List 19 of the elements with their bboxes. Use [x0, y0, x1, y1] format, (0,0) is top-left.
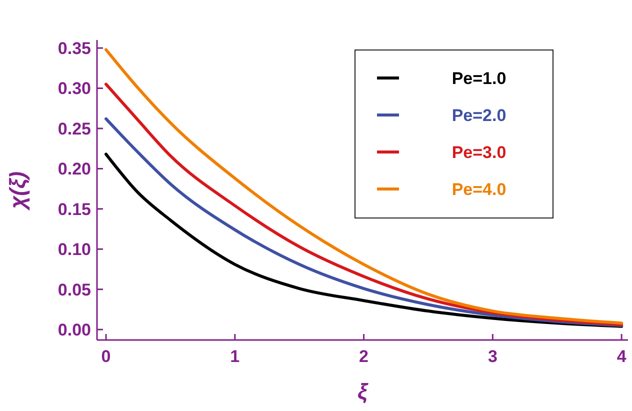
legend-entry: Pe=4.0	[377, 180, 506, 199]
legend-entry: Pe=3.0	[377, 142, 506, 162]
y-tick-label: 0.15	[58, 200, 91, 219]
y-tick-label: 0.10	[58, 240, 91, 260]
legend-entry: Pe=2.0	[377, 106, 506, 125]
y-tick-label: 0.25	[58, 119, 91, 138]
x-axis-title: ξ	[358, 379, 369, 404]
x-tick-label: 0	[101, 347, 111, 366]
y-axis-title: χ(ξ)	[5, 171, 30, 211]
y-tick-label: 0.20	[58, 160, 91, 179]
x-tick-label: 4	[616, 347, 627, 366]
x-tick-label: 2	[359, 347, 369, 366]
y-tick-label: 0.00	[58, 320, 91, 340]
legend-entry: Pe=1.0	[377, 68, 506, 88]
x-tick-label: 3	[488, 347, 498, 366]
y-tick-label: 0.30	[58, 79, 91, 98]
x-tick-label: 1	[230, 347, 240, 366]
y-tick-label: 0.05	[58, 280, 91, 300]
y-tick-label: 0.35	[58, 38, 91, 58]
